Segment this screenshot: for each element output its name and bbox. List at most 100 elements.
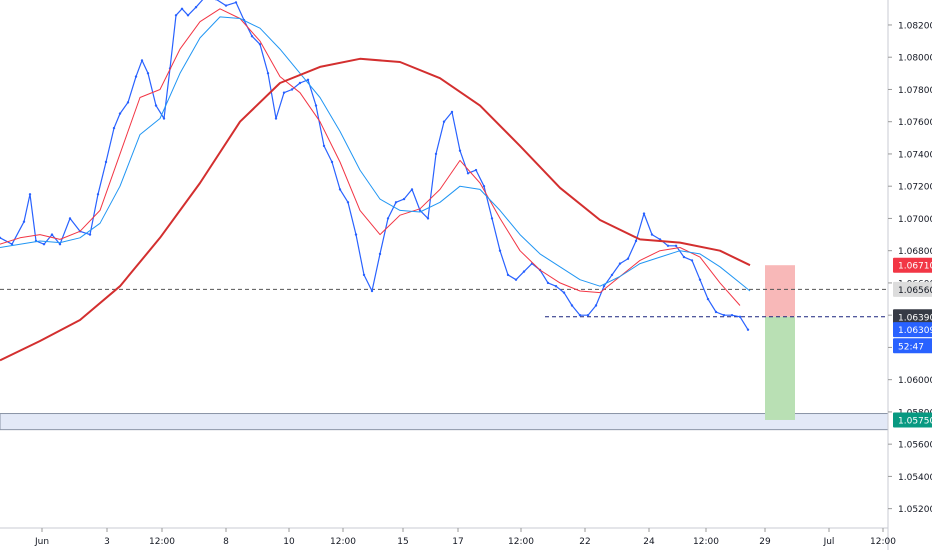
price-tag: 1.06560: [893, 282, 932, 297]
price-point: [195, 6, 197, 8]
price-point: [29, 193, 31, 195]
price-tag-label: 52:47: [898, 342, 924, 352]
price-point: [387, 217, 389, 219]
price-point: [187, 14, 189, 16]
price-tag-label: 1.06710: [898, 262, 932, 272]
price-point: [515, 279, 517, 281]
y-tick-label: 1.05200: [898, 505, 932, 515]
price-point: [59, 243, 61, 245]
price-point: [427, 217, 429, 219]
price-tag-label: 1.05750: [898, 416, 932, 426]
x-tick-label: 8: [223, 537, 229, 547]
series-layer: [0, 0, 750, 360]
price-tag: 1.06710: [893, 258, 932, 273]
price-point: [147, 72, 149, 74]
x-tick-label: Jul: [823, 537, 835, 547]
price-point: [467, 172, 469, 174]
price-point: [555, 285, 557, 287]
price-point: [127, 101, 129, 103]
x-tick-label: 3: [104, 537, 110, 547]
price-point: [731, 314, 733, 316]
price-point: [563, 291, 565, 293]
x-tick-label: 10: [283, 537, 295, 547]
price-point: [119, 112, 121, 114]
price-point: [499, 250, 501, 252]
ema-fast-series: [0, 9, 740, 306]
price-point: [507, 274, 509, 276]
price-point: [379, 253, 381, 255]
price-point: [283, 92, 285, 94]
sma-200-series: [0, 59, 750, 361]
price-point: [635, 240, 637, 242]
price-tag-label: 1.06390: [898, 313, 932, 323]
price-tag-label: 1.06560: [898, 286, 932, 296]
y-tick-label: 1.08000: [898, 54, 932, 64]
price-point: [675, 245, 677, 247]
price-point: [23, 221, 25, 223]
y-tick-label: 1.06000: [898, 376, 932, 386]
price-point: [235, 1, 237, 3]
price-point: [181, 8, 183, 10]
y-tick-label: 1.07200: [898, 183, 932, 193]
price-point: [135, 75, 137, 77]
price-point: [267, 72, 269, 74]
price-point: [141, 59, 143, 61]
price-point: [371, 290, 373, 292]
price-tag: 1.06390: [893, 309, 932, 324]
price-point: [411, 188, 413, 190]
price-point: [643, 212, 645, 214]
price-point: [339, 188, 341, 190]
price-series: [0, 0, 748, 330]
price-point: [51, 233, 53, 235]
y-tick-label: 1.05400: [898, 473, 932, 483]
x-tick-label: 12:00: [508, 537, 534, 547]
y-tick-label: 1.07000: [898, 215, 932, 225]
y-tick-label: 1.08200: [898, 21, 932, 31]
price-point: [403, 198, 405, 200]
price-point: [163, 117, 165, 119]
price-point: [451, 111, 453, 113]
y-tick-label: 1.06800: [898, 247, 932, 257]
x-tick-label: 12:00: [693, 537, 719, 547]
x-tick-label: 12:00: [870, 537, 896, 547]
price-point: [747, 329, 749, 331]
x-tick-label: 24: [643, 537, 655, 547]
x-tick-label: 12:00: [330, 537, 356, 547]
price-point: [691, 259, 693, 261]
x-tick-label: 12:00: [149, 537, 175, 547]
x-tick-label: 22: [579, 537, 590, 547]
price-point: [307, 79, 309, 81]
price-point: [715, 311, 717, 313]
price-point: [363, 274, 365, 276]
price-point: [225, 4, 227, 6]
y-tick-label: 1.05600: [898, 441, 932, 451]
stop-loss-zone: [765, 265, 795, 317]
price-point: [587, 314, 589, 316]
price-point: [611, 274, 613, 276]
price-point: [89, 233, 91, 235]
price-point: [175, 14, 177, 16]
price-point: [251, 35, 253, 37]
ema-slow-series: [0, 17, 750, 291]
x-tick-label: 17: [452, 537, 463, 547]
price-point: [475, 169, 477, 171]
price-point: [347, 201, 349, 203]
y-tick-label: 1.07400: [898, 150, 932, 160]
price-point: [291, 88, 293, 90]
price-point: [275, 117, 277, 119]
price-point: [331, 161, 333, 163]
take-profit-zone: [765, 317, 795, 420]
price-point: [155, 104, 157, 106]
price-point: [105, 161, 107, 163]
price-point: [483, 185, 485, 187]
price-point: [619, 262, 621, 264]
price-point: [491, 217, 493, 219]
price-tag: 52:47: [893, 338, 932, 353]
price-point: [97, 193, 99, 195]
price-point: [547, 282, 549, 284]
y-tick-label: 1.07600: [898, 118, 932, 128]
price-point: [651, 233, 653, 235]
